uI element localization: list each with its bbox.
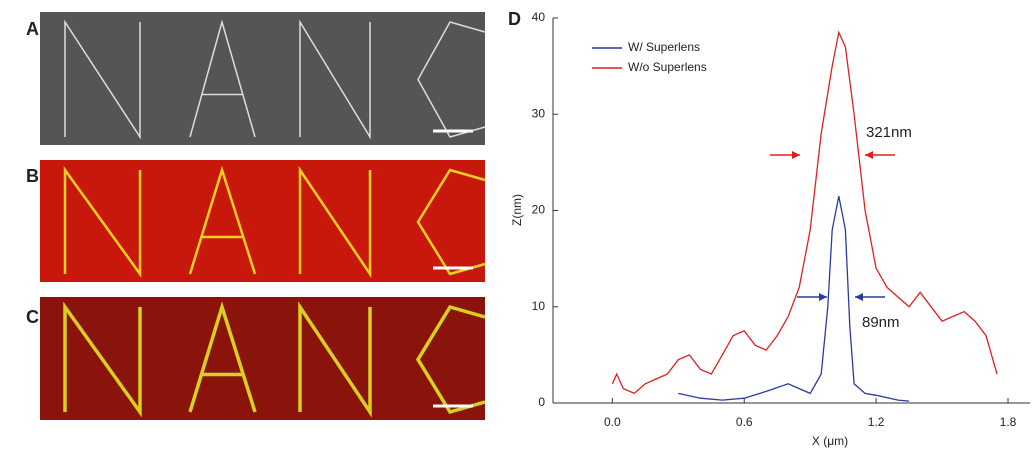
letter-shape (64, 19, 141, 140)
fluorescence-image (40, 297, 485, 420)
fluorescence-image (40, 160, 485, 282)
letter-shape (188, 301, 257, 413)
data-line (611, 30, 998, 395)
y-tick-label: 40 (532, 10, 546, 24)
panel-label: A (26, 19, 39, 39)
legend-label: W/ Superlens (628, 40, 700, 54)
panel-label: C (26, 307, 39, 327)
x-tick-label: 0.6 (736, 415, 753, 429)
chart-title: D (508, 9, 521, 29)
annotation-arrowhead (792, 151, 800, 159)
letter-shape (299, 19, 371, 140)
annotation-arrowhead (819, 293, 827, 301)
letter-shape (63, 301, 142, 418)
plot: 0 10 20 30 40 0.0 0.6 1.2 1.8 W/ Superlens W/o Sup… (532, 10, 1030, 429)
letter-shape (415, 304, 486, 415)
y-tick-label: 30 (532, 106, 546, 120)
y-tick-label: 20 (532, 203, 546, 217)
x-tick-label: 0.0 (604, 415, 621, 429)
y-axis-label: Z(nm) (510, 194, 524, 226)
x-tick-label: 1.2 (868, 415, 885, 429)
annotation-arrowhead (865, 151, 873, 159)
letter-shape (298, 301, 372, 418)
annotation: 89nm (862, 314, 900, 331)
letters (63, 19, 486, 418)
x-tick-label: 1.8 (1000, 415, 1017, 429)
legend-label: W/o Superlens (628, 60, 707, 74)
x-axis-label: X (μm) (812, 434, 848, 448)
letter-shape (188, 165, 257, 275)
panel-label: B (26, 166, 39, 186)
letter-shape (416, 168, 486, 276)
sem-image (40, 12, 485, 145)
y-tick-label: 10 (532, 299, 546, 313)
data-line (678, 195, 910, 402)
letter-shape (63, 166, 142, 278)
y-tick-label: 0 (538, 395, 545, 409)
annotation-arrowhead (855, 293, 863, 301)
letter-shape (417, 21, 486, 138)
letter-shape (189, 19, 256, 138)
annotation: 321nm (866, 124, 912, 141)
letter-shape (298, 165, 372, 279)
